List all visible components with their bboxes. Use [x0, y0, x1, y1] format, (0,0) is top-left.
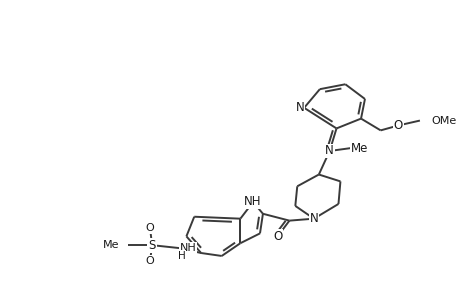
Text: O: O: [146, 256, 154, 266]
Text: N: N: [309, 212, 318, 225]
Text: NH: NH: [179, 243, 196, 253]
Text: S: S: [148, 239, 156, 252]
Text: O: O: [146, 224, 154, 233]
Text: H: H: [177, 251, 185, 261]
Text: N: N: [325, 145, 333, 158]
Text: O: O: [273, 230, 282, 243]
Text: Me: Me: [103, 240, 119, 250]
Text: Me: Me: [351, 142, 368, 154]
Text: NH: NH: [244, 196, 261, 208]
Text: OMe: OMe: [431, 116, 456, 126]
Text: N: N: [295, 101, 303, 114]
Text: O: O: [393, 119, 402, 132]
